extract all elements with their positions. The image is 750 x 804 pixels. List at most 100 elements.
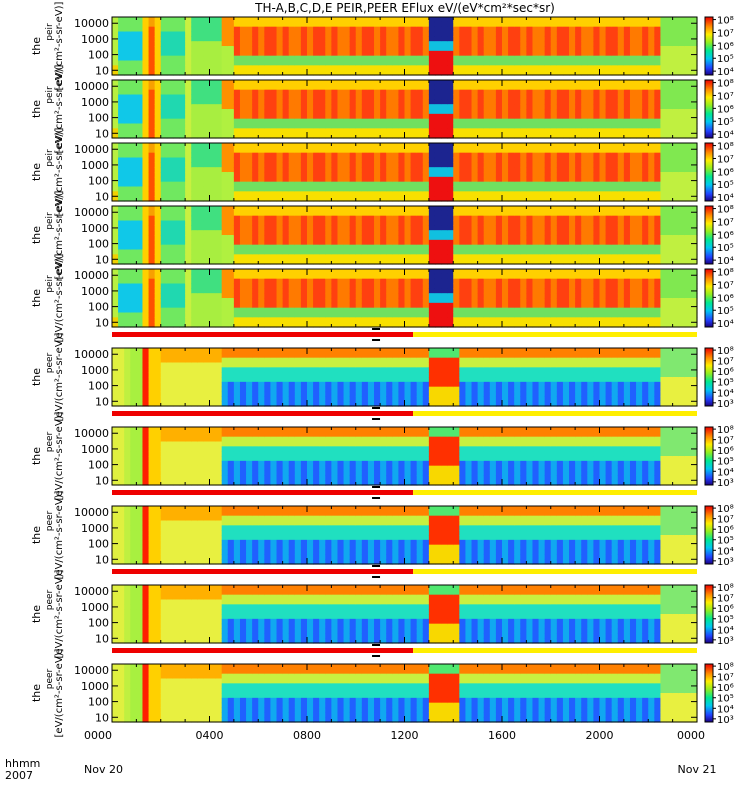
colorbar-tick-label: 10⁴ <box>717 130 734 141</box>
spectrogram-cell <box>593 250 600 255</box>
spectrogram-cell <box>203 216 210 221</box>
spectrogram-cell <box>161 167 168 172</box>
spectrogram-cell <box>618 221 625 226</box>
spectrogram-cell <box>130 216 137 221</box>
spectrogram-cell <box>155 240 162 245</box>
spectrogram-cell <box>459 211 466 216</box>
spectrogram-cell <box>557 162 564 167</box>
spectrogram-cell <box>283 17 290 22</box>
spectrogram-cell <box>563 148 570 153</box>
spectrogram-cell <box>149 114 156 119</box>
spectrogram-cell <box>313 99 320 104</box>
spectrogram-cell <box>539 177 546 182</box>
spectrogram-cell <box>526 104 533 109</box>
spectrogram-cell <box>532 36 539 41</box>
spectrogram-cell <box>648 162 655 167</box>
spectrogram-cell <box>234 61 241 66</box>
y-tick-label: 100 <box>88 175 109 188</box>
spectrogram-cell <box>618 90 625 95</box>
spectrogram-cell <box>124 158 131 163</box>
spectrogram-cell <box>453 158 460 163</box>
spectrogram-cell <box>563 22 570 27</box>
spectrogram-cell <box>270 148 277 153</box>
spectrogram-cell <box>307 191 314 196</box>
spectrogram-cell <box>569 114 576 119</box>
spectrogram-cell <box>502 124 509 129</box>
spectrogram-cell <box>685 124 692 129</box>
spectrogram-cell <box>331 61 338 66</box>
spectrogram-cell <box>405 104 412 109</box>
spectrogram-cell <box>514 65 521 70</box>
spectrogram-cell <box>337 17 344 22</box>
spectrogram-cell <box>350 128 357 133</box>
spectrogram-cell <box>630 27 637 32</box>
spectrogram-cell <box>545 148 552 153</box>
spectrogram-cell <box>344 182 351 187</box>
spectrogram-cell <box>551 36 558 41</box>
spectrogram-cell <box>216 240 223 245</box>
spectrogram-cell <box>277 153 284 158</box>
spectrogram-cell <box>526 172 533 177</box>
spectrogram-cell <box>301 187 308 192</box>
spectrogram-cell <box>630 56 637 61</box>
spectrogram-cell <box>124 90 131 95</box>
spectrogram-cell <box>539 143 546 148</box>
spectrogram-cell <box>313 250 320 255</box>
spectrogram-cell <box>228 46 235 51</box>
spectrogram-cell <box>539 167 546 172</box>
spectrogram-cell <box>459 158 466 163</box>
spectrogram-cell <box>447 250 454 255</box>
spectrogram-cell <box>642 182 649 187</box>
spectrogram-cell <box>465 240 472 245</box>
spectrogram-cell <box>252 90 259 95</box>
spectrogram-cell <box>508 104 515 109</box>
spectrogram-cell <box>660 158 667 163</box>
spectrogram-cell <box>380 235 387 240</box>
spectrogram-cell <box>642 153 649 158</box>
spectrogram-cell <box>685 240 692 245</box>
spectrogram-cell <box>667 61 674 66</box>
spectrogram-cell <box>417 230 424 235</box>
spectrogram-cell <box>185 27 192 32</box>
spectrogram-cell <box>478 254 485 259</box>
spectrogram-cell <box>648 206 655 211</box>
spectrogram-cell <box>411 41 418 46</box>
spectrogram-cell <box>295 114 302 119</box>
spectrogram-cell <box>234 85 241 90</box>
spectrogram-cell <box>465 90 472 95</box>
spectrogram-cell <box>246 240 253 245</box>
spectrogram-cell <box>618 162 625 167</box>
spectrogram-cell <box>325 162 332 167</box>
spectrogram-cell <box>161 90 168 95</box>
spectrogram-cell <box>660 254 667 259</box>
spectrogram-cell <box>118 230 125 235</box>
spectrogram-cell <box>398 172 405 177</box>
spectrogram-cell <box>240 187 247 192</box>
spectrogram-cell <box>465 17 472 22</box>
spectrogram-cell <box>313 148 320 153</box>
spectrogram-cell <box>252 153 259 158</box>
spectrogram-cell <box>642 235 649 240</box>
spectrogram-cell <box>118 303 125 308</box>
spectrogram-cell <box>368 182 375 187</box>
spectrogram-cell <box>313 235 320 240</box>
spectrogram-cell <box>337 90 344 95</box>
spectrogram-cell <box>270 191 277 196</box>
spectrogram-cell <box>447 254 454 259</box>
spectrogram-cell <box>478 85 485 90</box>
spectrogram-cell <box>514 230 521 235</box>
spectrogram-cell <box>222 80 229 85</box>
spectrogram-cell <box>246 119 253 124</box>
spectrogram-cell <box>295 182 302 187</box>
y-tick-label: 100 <box>88 238 109 251</box>
spectrogram-cell <box>526 95 533 100</box>
spectrogram-cell <box>551 235 558 240</box>
spectrogram-cell <box>295 119 302 124</box>
spectrogram-cell <box>526 206 533 211</box>
spectrogram-cell <box>441 17 448 22</box>
spectrogram-cell <box>429 240 436 245</box>
spectrogram-cell <box>112 172 119 177</box>
spectrogram-cell <box>295 230 302 235</box>
spectrogram-cell <box>636 221 643 226</box>
spectrogram-cell <box>654 17 661 22</box>
